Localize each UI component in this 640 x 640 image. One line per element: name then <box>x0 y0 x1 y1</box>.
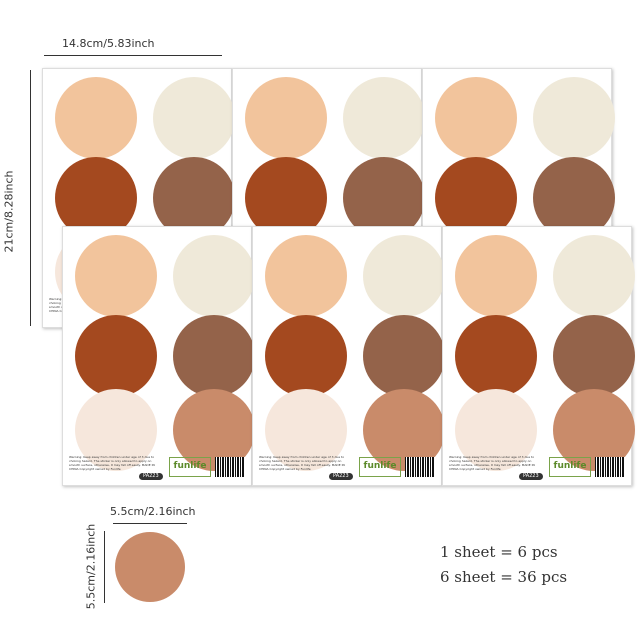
sticker-circle <box>265 389 347 471</box>
barcode <box>595 457 625 477</box>
sticker-circle <box>265 235 347 317</box>
sticker-circle <box>435 77 517 159</box>
circle-width-label: 5.5cm/2.16inch <box>110 505 196 518</box>
sticker-circle <box>553 235 635 317</box>
warning-text: Warning: Keep away from children under a… <box>69 455 155 471</box>
sticker-circle <box>245 157 327 239</box>
sticker-sheet: Warning: Keep away from children under a… <box>252 226 445 486</box>
sticker-circle <box>75 315 157 397</box>
single-sticker-circle <box>115 532 185 602</box>
sticker-circle <box>245 77 327 159</box>
sticker-circle <box>363 315 445 397</box>
sticker-circle <box>173 315 255 397</box>
sheet-height-arrow <box>30 70 31 326</box>
sticker-circle <box>173 235 255 317</box>
product-code: PA223 <box>329 473 353 480</box>
sticker-circle <box>55 77 137 159</box>
sheet-height-label: 21cm/8.28inch <box>2 170 16 253</box>
count-line-1: 1 sheet = 6 pcs <box>440 543 558 561</box>
warning-text: Warning: Keep away from children under a… <box>449 455 535 471</box>
sheet-width-label: 14.8cm/5.83inch <box>62 37 155 50</box>
barcode <box>215 457 245 477</box>
circle-height-arrow <box>104 531 105 603</box>
sticker-sheet: Warning: Keep away from children under a… <box>62 226 255 486</box>
sticker-circle <box>75 235 157 317</box>
sheet-width-arrow <box>44 55 222 56</box>
brand-logo: funlife <box>359 457 401 477</box>
count-line-2: 6 sheet = 36 pcs <box>440 568 568 586</box>
brand-logo: funlife <box>549 457 591 477</box>
brand-logo: funlife <box>169 457 211 477</box>
sheet-footer: Warning: Keep away from children under a… <box>449 455 625 483</box>
sticker-sheet: Warning: Keep away from children under a… <box>442 226 635 486</box>
circle-width-arrow <box>113 523 187 524</box>
circle-height-label: 5.5cm/2.16inch <box>84 523 98 610</box>
sticker-circle <box>455 389 537 471</box>
sticker-circle <box>153 77 235 159</box>
barcode <box>405 457 435 477</box>
sticker-circle <box>533 157 615 239</box>
sheet-footer: Warning: Keep away from children under a… <box>69 455 245 483</box>
sticker-circle <box>363 235 445 317</box>
sticker-circle <box>435 157 517 239</box>
sticker-circle <box>455 315 537 397</box>
sticker-circle <box>153 157 235 239</box>
sticker-circle <box>455 235 537 317</box>
sticker-circle <box>55 157 137 239</box>
warning-text: Warning: Keep away from children under a… <box>259 455 345 471</box>
sticker-circle <box>75 389 157 471</box>
product-code: PA223 <box>139 473 163 480</box>
sticker-circle <box>265 315 347 397</box>
product-code: PA223 <box>519 473 543 480</box>
sticker-circle <box>343 157 425 239</box>
sticker-circle <box>343 77 425 159</box>
sticker-circle <box>553 315 635 397</box>
sheet-footer: Warning: Keep away from children under a… <box>259 455 435 483</box>
sticker-circle <box>533 77 615 159</box>
